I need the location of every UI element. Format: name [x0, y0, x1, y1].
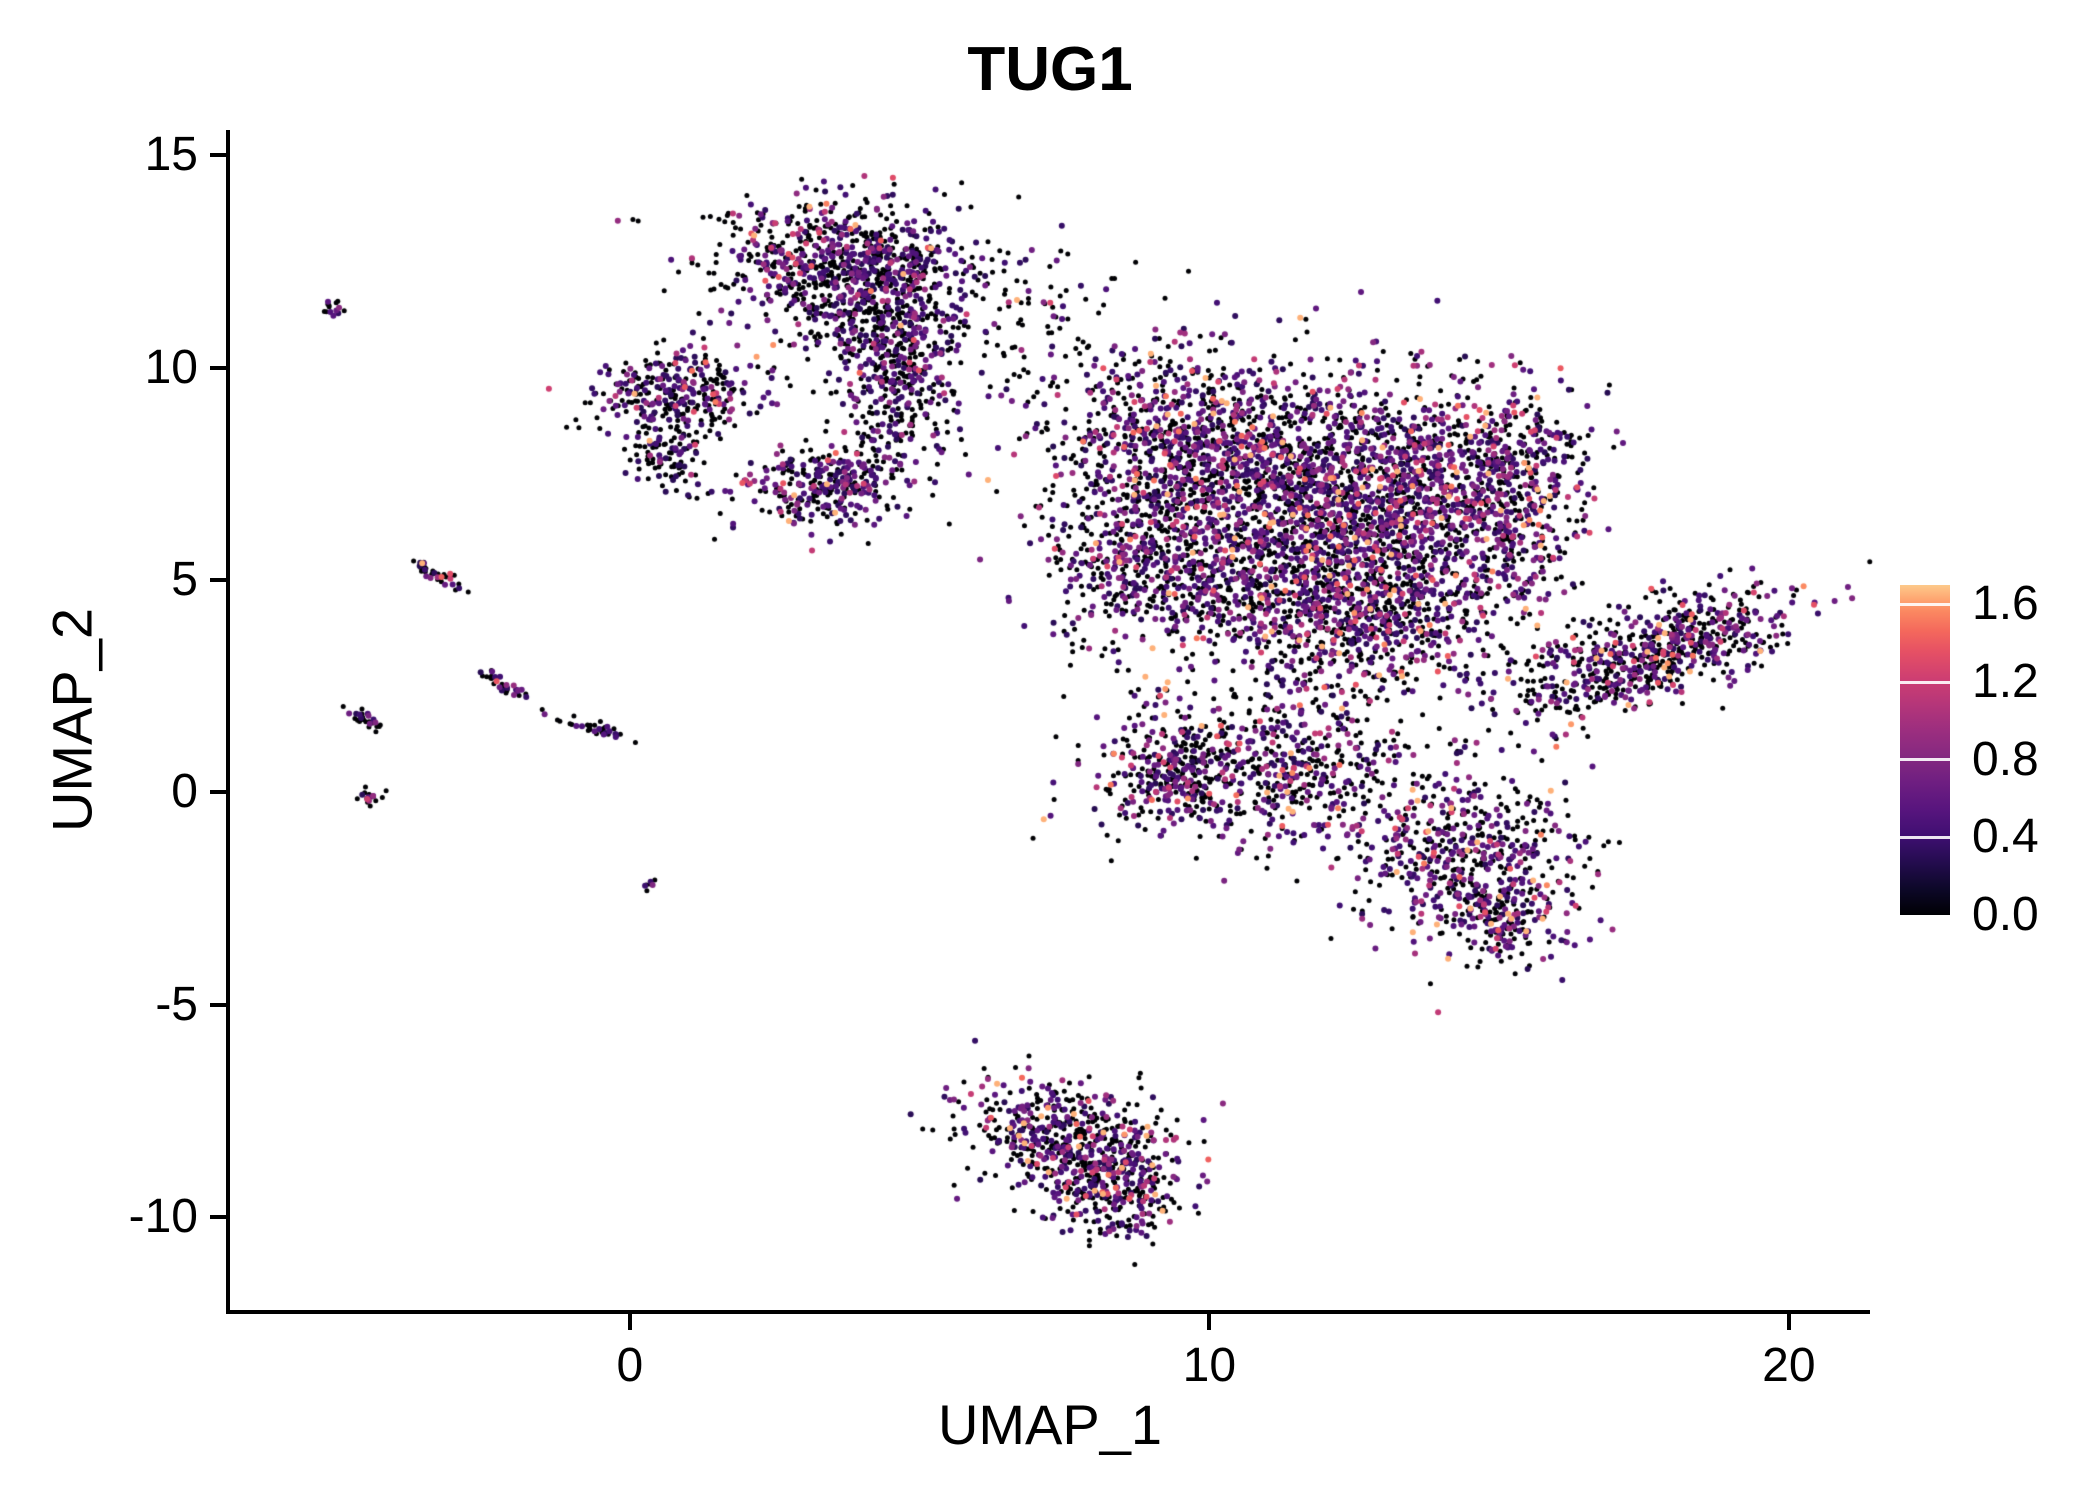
- x-axis-line: [226, 1310, 1870, 1314]
- y-tick-label: 0: [171, 765, 198, 819]
- y-tick-mark: [210, 1002, 226, 1007]
- colorbar-tick-label: 0.0: [1972, 888, 2039, 941]
- colorbar-tick-mark: [1900, 680, 1950, 684]
- colorbar-tick-mark: [1900, 835, 1950, 839]
- y-tick-label: 15: [144, 128, 198, 182]
- x-tick-mark: [627, 1314, 632, 1330]
- x-tick-mark: [1786, 1314, 1791, 1330]
- y-tick-label: 5: [171, 552, 198, 606]
- x-tick-label: 20: [1762, 1339, 1816, 1392]
- y-tick-label: -10: [128, 1190, 198, 1244]
- y-tick-mark: [210, 153, 226, 158]
- y-tick-mark: [210, 1215, 226, 1220]
- y-tick-mark: [210, 577, 226, 582]
- colorbar-tick-label: 1.2: [1972, 655, 2039, 709]
- y-tick-mark: [210, 365, 226, 370]
- y-tick-label: 10: [144, 340, 198, 394]
- colorbar-tick-mark: [1900, 602, 1950, 606]
- colorbar-gradient: [1900, 585, 1950, 915]
- y-tick-mark: [210, 790, 226, 795]
- x-tick-mark: [1207, 1314, 1212, 1330]
- colorbar-tick-label: 1.6: [1972, 577, 2039, 631]
- y-axis-line: [226, 130, 230, 1314]
- colorbar-tick-mark: [1900, 758, 1950, 762]
- colorbar-tick-label: 0.8: [1972, 732, 2039, 786]
- x-tick-label: 10: [1182, 1339, 1237, 1392]
- y-tick-label: -5: [155, 977, 198, 1031]
- x-tick-label: 0: [616, 1339, 644, 1392]
- colorbar-tick-label: 0.4: [1972, 810, 2039, 864]
